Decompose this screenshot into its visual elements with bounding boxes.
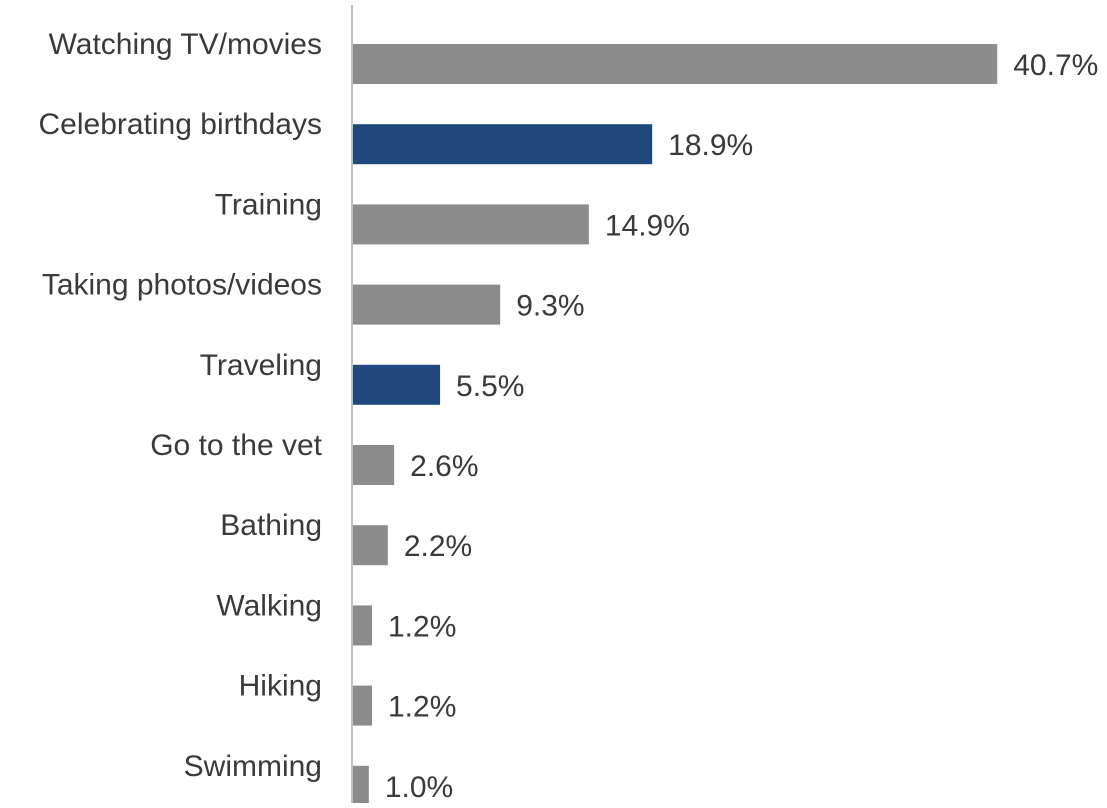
bar (353, 525, 388, 566)
bar (353, 124, 653, 165)
value-label: 18.9% (668, 129, 753, 162)
category-label: Go to the vet (150, 429, 322, 462)
bar (353, 685, 372, 726)
value-label: 9.3% (516, 290, 584, 323)
value-label: 5.5% (456, 370, 524, 403)
category-label: Traveling (200, 349, 322, 382)
bar (353, 605, 372, 646)
category-label: Hiking (239, 670, 322, 703)
category-label: Swimming (184, 750, 322, 783)
value-label: 1.2% (388, 610, 456, 643)
bar (353, 364, 441, 405)
category-label: Watching TV/movies (49, 28, 322, 61)
value-label: 2.2% (404, 530, 472, 563)
bar (353, 44, 998, 84)
category-label: Bathing (220, 509, 322, 542)
value-label: 40.7% (1013, 49, 1098, 82)
category-label: Training (215, 188, 322, 221)
category-label: Celebrating birthdays (39, 108, 323, 141)
bars-layer (353, 44, 998, 806)
bar (353, 204, 589, 245)
category-labels-layer: Watching TV/movies Celebrating birthdays T… (39, 28, 323, 783)
value-labels-layer: 40.7% 18.9% 14.9% 9.3% 5.5% 2.6% 2.2% 1.2% 1.2% 1… (385, 49, 1099, 804)
value-label: 14.9% (605, 209, 690, 242)
bar (353, 765, 369, 806)
value-label: 2.6% (410, 450, 478, 483)
value-label: 1.2% (388, 691, 456, 724)
category-label: Walking (216, 589, 322, 622)
bar (353, 445, 395, 485)
category-label: Taking photos/videos (42, 269, 322, 302)
value-label: 1.0% (385, 771, 453, 803)
bar (353, 284, 501, 325)
